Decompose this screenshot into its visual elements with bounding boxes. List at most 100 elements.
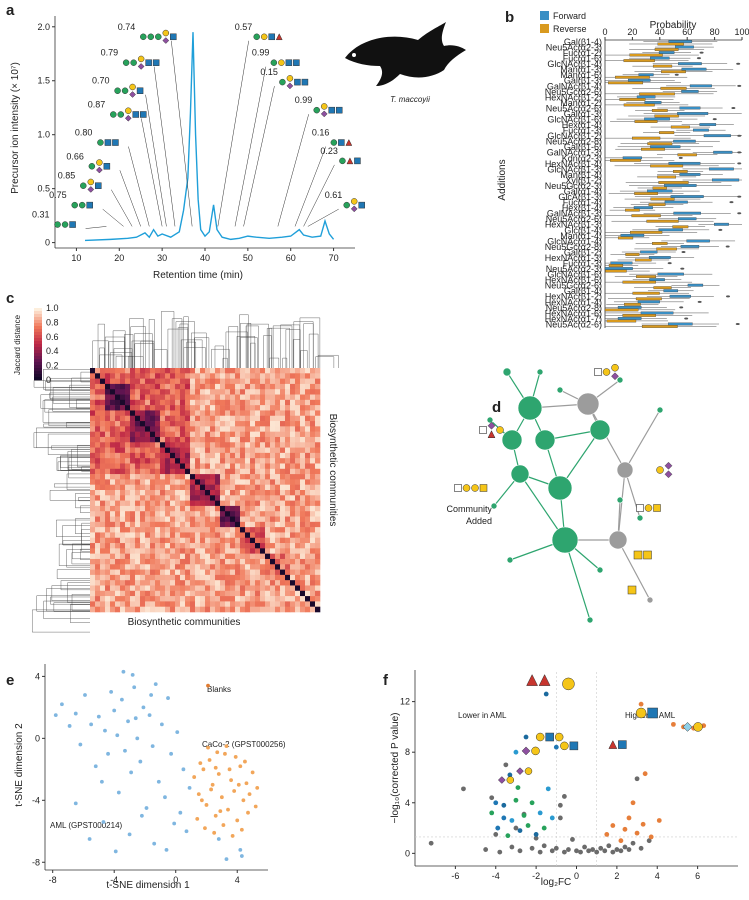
tsne-point bbox=[207, 758, 212, 762]
tsne-point bbox=[255, 786, 260, 790]
heatmap-cell bbox=[260, 431, 266, 438]
heatmap-cell bbox=[150, 368, 156, 374]
heatmap-cell bbox=[160, 606, 166, 613]
heatmap-cell bbox=[310, 447, 316, 454]
heatmap-cell bbox=[195, 532, 201, 539]
heatmap-cell bbox=[225, 516, 231, 523]
heatmap-cell bbox=[265, 548, 271, 554]
heatmap-cell bbox=[170, 421, 176, 427]
heatmap-cell bbox=[90, 405, 96, 411]
heatmap-cell bbox=[195, 447, 201, 454]
colorbar-tick-label: 0.8 bbox=[46, 317, 59, 327]
heatmap-cell bbox=[305, 479, 311, 485]
heatmap-cell bbox=[170, 368, 176, 374]
heatmap-cell bbox=[110, 399, 116, 406]
heatmap-cell bbox=[235, 505, 241, 512]
heatmap-cell bbox=[270, 447, 276, 454]
heatmap-cell bbox=[130, 548, 136, 554]
heatmap-cell bbox=[295, 383, 301, 390]
heatmap-cell bbox=[175, 596, 181, 602]
heatmap-cell bbox=[120, 564, 126, 570]
heatmap-cell bbox=[220, 410, 226, 417]
heatmap-cell bbox=[130, 378, 136, 385]
heatmap-cell bbox=[155, 452, 161, 459]
heatmap-cell bbox=[235, 442, 241, 448]
colorbar-cell bbox=[34, 368, 42, 372]
heatmap-cell bbox=[215, 479, 221, 485]
heatmap-cell bbox=[215, 516, 221, 523]
heatmap-cell bbox=[205, 537, 211, 544]
heatmap-cell bbox=[280, 426, 286, 432]
heatmap-cell bbox=[120, 405, 126, 411]
glcnac-icon bbox=[69, 221, 76, 228]
heatmap-cell bbox=[240, 394, 246, 401]
addition-label: Gal(β1-4) bbox=[564, 286, 602, 296]
heatmap-cell bbox=[105, 410, 111, 417]
heatmap-cell bbox=[170, 574, 176, 581]
heatmap-cell bbox=[105, 474, 111, 480]
heatmap-cell bbox=[160, 468, 166, 475]
tsne-point bbox=[216, 772, 221, 776]
heatmap-cell bbox=[195, 553, 201, 560]
heatmap-cell bbox=[130, 442, 136, 448]
heatmap-cell bbox=[125, 558, 131, 565]
heatmap-cell bbox=[300, 394, 306, 401]
heatmap-cell bbox=[90, 585, 96, 592]
reverse-box bbox=[677, 153, 697, 157]
heatmap-cell bbox=[245, 426, 251, 432]
reverse-box bbox=[656, 247, 677, 251]
galactose-icon bbox=[506, 776, 515, 784]
heatmap-cell bbox=[250, 378, 256, 385]
heatmap-cell bbox=[115, 458, 121, 464]
tsne-point bbox=[209, 787, 213, 792]
volcano-point bbox=[626, 815, 632, 821]
heatmap-cell bbox=[115, 521, 121, 528]
neu5ac-icon bbox=[487, 421, 496, 430]
heatmap-cell bbox=[170, 474, 176, 480]
heatmap-cell bbox=[185, 426, 191, 432]
heatmap-cell bbox=[185, 537, 191, 544]
heatmap-cell bbox=[165, 601, 171, 607]
tsne-point bbox=[206, 745, 210, 750]
heatmap-cell bbox=[120, 468, 126, 475]
annotation-leader bbox=[111, 189, 133, 227]
heatmap-cell bbox=[220, 442, 226, 448]
y-tick-label: 4 bbox=[35, 671, 40, 681]
heatmap-cell bbox=[200, 548, 206, 554]
heatmap-cell bbox=[275, 596, 281, 602]
volcano-point bbox=[533, 831, 539, 837]
heatmap-cell bbox=[245, 452, 251, 459]
heatmap-cell bbox=[100, 580, 106, 586]
mannose-icon bbox=[130, 59, 137, 66]
heatmap-cell bbox=[210, 468, 216, 475]
heatmap-cell bbox=[140, 553, 146, 560]
heatmap-cell bbox=[280, 442, 286, 448]
volcano-point bbox=[646, 838, 652, 844]
heatmap-cell bbox=[290, 516, 296, 523]
heatmap-cell bbox=[290, 463, 296, 470]
heatmap-cell bbox=[315, 601, 321, 607]
heatmap-cell bbox=[190, 606, 196, 613]
heatmap-cell bbox=[285, 468, 291, 475]
heatmap-cell bbox=[240, 463, 246, 470]
heatmap-cell bbox=[290, 410, 296, 417]
heatmap-cell bbox=[285, 368, 291, 374]
heatmap-cell bbox=[130, 431, 136, 438]
heatmap-cell bbox=[135, 373, 141, 379]
heatmap-cell bbox=[115, 394, 121, 401]
heatmap-cell bbox=[295, 553, 301, 560]
heatmap-cell bbox=[230, 580, 236, 586]
heatmap-cell bbox=[310, 458, 316, 464]
heatmap-cell bbox=[110, 606, 116, 613]
volcano-point bbox=[604, 831, 610, 837]
heatmap-cell bbox=[300, 500, 306, 507]
heatmap-cell bbox=[185, 405, 191, 411]
panel-label-d: d bbox=[492, 399, 501, 416]
volcano-point bbox=[634, 830, 640, 836]
heatmap-cell bbox=[160, 474, 166, 480]
heatmap-cell bbox=[240, 368, 246, 374]
heatmap-cell bbox=[295, 399, 301, 406]
heatmap-cell bbox=[140, 574, 146, 581]
heatmap-cell bbox=[100, 442, 106, 448]
heatmap-cell bbox=[185, 447, 191, 454]
